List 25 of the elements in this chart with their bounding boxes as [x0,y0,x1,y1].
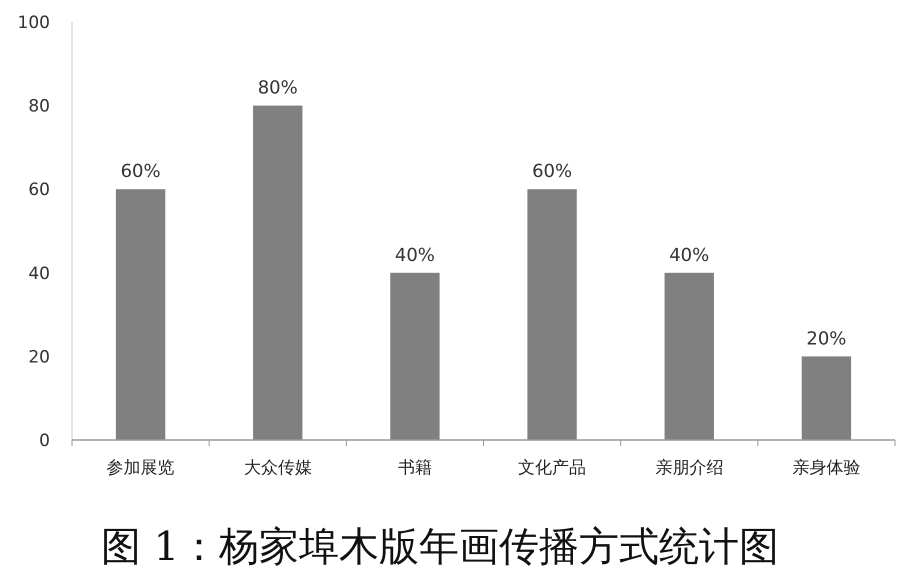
bar [390,272,440,440]
bar [527,189,577,440]
data-label: 40% [394,244,435,266]
bar [664,272,714,440]
y-tick-label: 100 [18,13,50,33]
y-tick-label: 20 [28,347,50,368]
data-label: 40% [669,244,710,266]
y-tick-label: 40 [28,264,50,284]
data-label: 80% [258,78,298,99]
x-tick-label: 参加展览 [106,458,175,478]
x-tick-label: 文化产品 [518,458,586,478]
bar [802,356,852,440]
x-tick-label: 大众传媒 [244,458,312,478]
text: 图 1：杨家埠木版年画传播方式统计图 [100,524,780,570]
bar [116,189,166,440]
data-label: 60% [120,161,161,182]
x-tick-label: 亲身体验 [792,458,860,478]
bar [253,106,302,440]
y-tick-label: 80 [28,96,50,117]
x-tick-label: 书籍 [398,458,432,478]
x-tick-label: 亲朋介绍 [655,458,724,478]
data-label: 20% [806,328,846,350]
y-tick-label: 60 [28,180,50,200]
data-label: 60% [532,161,572,182]
y-tick-label: 0 [39,431,50,451]
